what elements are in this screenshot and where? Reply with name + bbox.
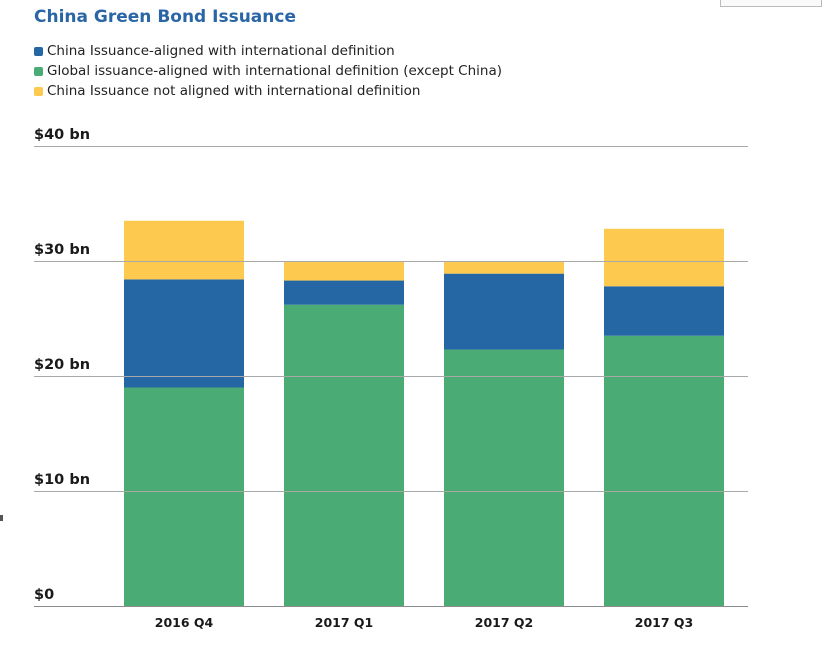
legend-label-china-not-aligned: China Issuance not aligned with internat… [47,83,421,99]
chart-title: China Green Bond Issuance [34,7,296,27]
y-tick-label: $10 bn [34,472,90,488]
legend-swatch-china-aligned [34,46,43,56]
legend-item: China Issuance not aligned with internat… [34,81,502,101]
legend-item: China Issuance-aligned with internationa… [34,41,502,61]
y-tick-label: $30 bn [34,242,90,258]
bar-segment [284,280,404,305]
x-tick-label: 2017 Q3 [635,615,693,630]
legend-item: Global issuance-aligned with internation… [34,61,502,81]
x-tick-label: 2016 Q4 [155,615,214,630]
bar-segment [444,349,564,606]
bar-segment [604,335,724,606]
bar-segment [604,228,724,287]
bar-segment [124,387,244,606]
x-tick-label: 2017 Q2 [475,615,533,630]
edge-mark [0,515,3,521]
y-tick-label: $0 [34,587,54,603]
legend-swatch-global-aligned [34,66,43,76]
bar-segment [444,261,564,274]
x-tick-label: 2017 Q1 [315,615,373,630]
legend-swatch-china-not-aligned [34,86,43,96]
legend-label-global-aligned: Global issuance-aligned with internation… [47,63,503,79]
bar-segment [124,279,244,388]
legend-label-china-aligned: China Issuance-aligned with internationa… [47,43,395,59]
bar-segment [444,273,564,350]
chart-legend: China Issuance-aligned with internationa… [34,41,502,101]
bar-segment [284,304,404,606]
bar-segment [284,261,404,281]
bar-segment [124,220,244,280]
bar-segment [604,286,724,336]
y-tick-label: $20 bn [34,357,90,373]
y-tick-label: $40 bn [34,127,90,143]
